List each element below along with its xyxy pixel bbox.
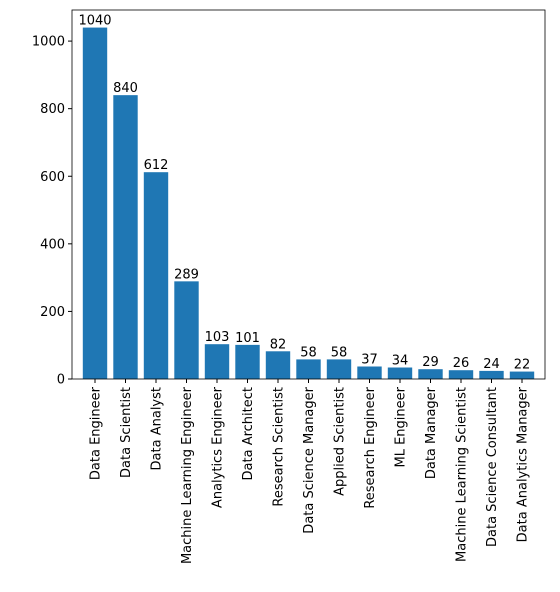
x-tick-label: Research Scientist (272, 387, 287, 507)
bar (204, 344, 230, 379)
bar (326, 359, 352, 379)
x-tick-label: Data Analytics Manager (516, 386, 531, 542)
bar (265, 351, 291, 379)
value-label: 24 (483, 357, 500, 372)
x-tick-label: Machine Learning Engineer (180, 386, 195, 564)
x-tick-label: Data Analyst (150, 387, 165, 470)
value-label: 58 (300, 345, 317, 360)
bar (479, 370, 504, 379)
y-tick-label: 400 (40, 237, 65, 252)
value-label: 58 (331, 345, 348, 360)
bar (448, 370, 474, 379)
bar (296, 359, 321, 379)
y-tick-label: 600 (40, 170, 65, 185)
bar (82, 27, 108, 379)
x-tick-label: Data Architect (241, 387, 256, 480)
value-label: 29 (422, 355, 439, 370)
value-label: 840 (113, 81, 138, 96)
x-tick-label: Data Manager (424, 386, 439, 479)
bar (509, 371, 535, 379)
value-label: 289 (174, 267, 199, 282)
x-tick-label: Analytics Engineer (211, 386, 226, 508)
bar (235, 344, 260, 379)
x-tick-label: Data Engineer (89, 386, 104, 480)
x-tick-label: Applied Scientist (333, 387, 348, 496)
y-tick-label: 1000 (32, 35, 65, 50)
x-tick-label: Data Scientist (119, 387, 134, 478)
bar (143, 172, 169, 379)
value-label: 101 (235, 331, 260, 346)
value-label: 612 (144, 158, 169, 173)
bar (387, 367, 413, 379)
value-label: 26 (453, 356, 470, 371)
value-label: 22 (514, 358, 531, 373)
value-label: 103 (205, 330, 230, 345)
y-tick-label: 0 (57, 373, 65, 388)
x-tick-label: Research Engineer (363, 386, 378, 508)
bar (357, 366, 382, 379)
value-label: 1040 (78, 14, 111, 29)
x-tick-label: ML Engineer (394, 386, 409, 467)
bar (174, 281, 199, 379)
value-label: 37 (361, 352, 378, 367)
x-tick-label: Data Science Manager (302, 386, 317, 533)
x-tick-label: Machine Learning Scientist (455, 387, 470, 562)
y-tick-label: 200 (40, 305, 65, 320)
bar (418, 369, 443, 379)
value-label: 34 (392, 354, 409, 369)
x-tick-label: Data Science Consultant (485, 387, 500, 547)
y-tick-label: 800 (40, 102, 65, 117)
axes-frame (71, 9, 546, 380)
bar (113, 95, 138, 380)
value-label: 82 (270, 337, 287, 352)
